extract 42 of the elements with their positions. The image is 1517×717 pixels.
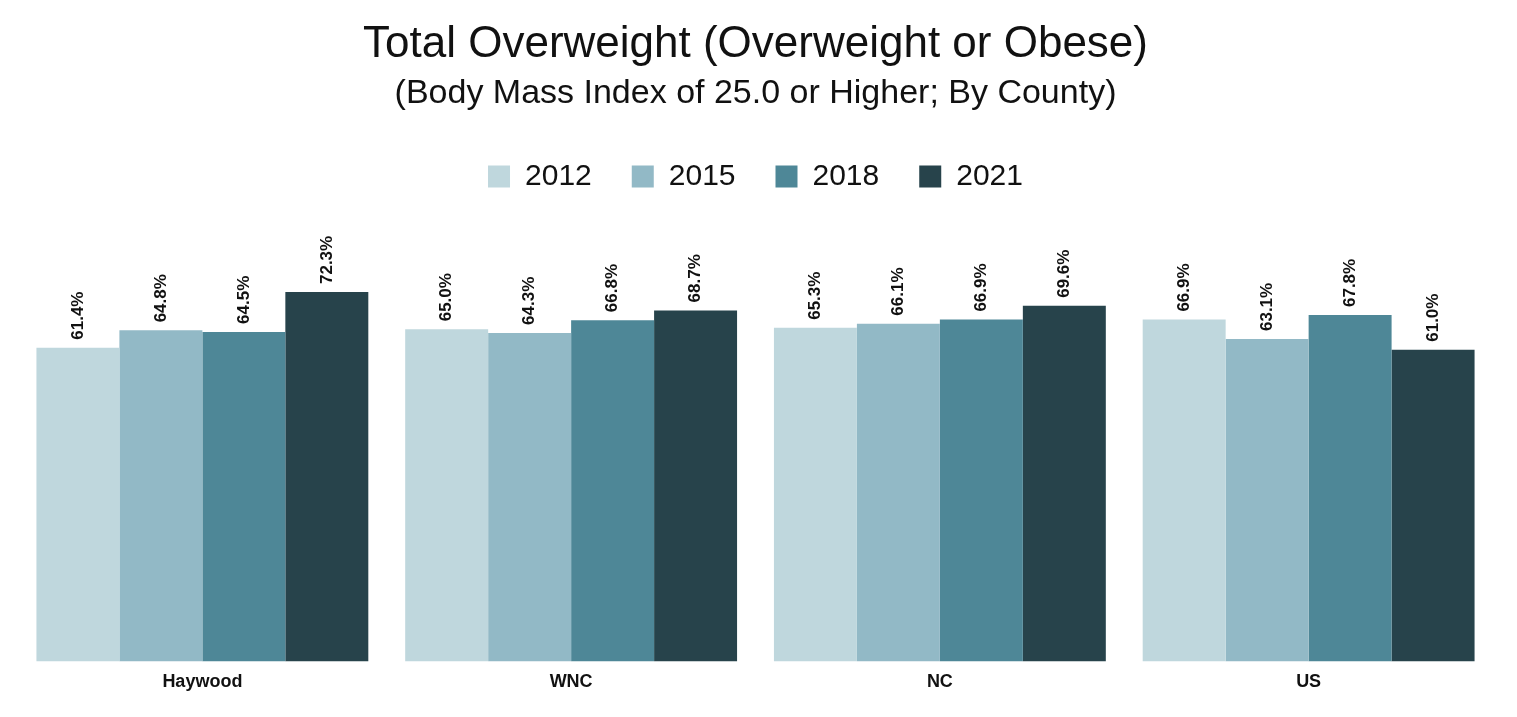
data-label: 64.8%	[150, 274, 170, 323]
data-label: 69.6%	[1054, 249, 1074, 298]
x-tick-label: Haywood	[162, 671, 243, 692]
chart-subtitle: (Body Mass Index of 25.0 or Higher; By County)	[394, 71, 1117, 110]
bar	[1225, 339, 1309, 662]
bar	[285, 292, 369, 662]
bar	[36, 347, 120, 662]
bar	[405, 329, 489, 662]
data-label: 61.4%	[67, 291, 87, 340]
bar	[856, 323, 940, 662]
chart-title: Total Overweight (Overweight or Obese)	[363, 16, 1148, 66]
data-label: 66.9%	[971, 263, 991, 312]
x-tick-label: NC	[926, 671, 953, 692]
data-label: 72.3%	[316, 235, 336, 285]
x-tick-label: US	[1296, 671, 1322, 692]
bar	[939, 319, 1023, 662]
bar	[1391, 349, 1475, 662]
legend-label: 2015	[668, 157, 736, 191]
data-label: 68.7%	[685, 254, 705, 303]
data-label: 63.1%	[1256, 282, 1276, 332]
bar	[571, 320, 655, 662]
data-label: 64.5%	[233, 275, 253, 324]
bar	[1308, 315, 1392, 662]
bar	[202, 331, 286, 662]
bar	[1142, 319, 1226, 662]
data-label: 66.1%	[888, 267, 908, 316]
bar	[773, 327, 857, 662]
data-label: 65.3%	[805, 271, 825, 320]
bar	[1022, 305, 1106, 662]
data-label: 67.8%	[1339, 258, 1359, 308]
legend-label: 2018	[812, 157, 880, 191]
bar	[119, 330, 203, 662]
legend-label: 2021	[956, 157, 1023, 191]
legend-label: 2012	[525, 157, 592, 191]
data-label: 64.3%	[519, 276, 539, 325]
bar	[654, 310, 738, 662]
data-label: 66.8%	[602, 263, 622, 313]
bar	[488, 332, 572, 662]
data-label: 61.0%	[1422, 293, 1442, 342]
x-tick-label: WNC	[549, 671, 593, 692]
data-label: 66.9%	[1173, 263, 1193, 312]
data-label: 65.0%	[436, 273, 456, 322]
